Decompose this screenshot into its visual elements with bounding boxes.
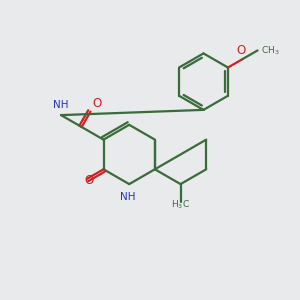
Text: CH$_3$: CH$_3$ (261, 44, 280, 57)
Text: NH: NH (53, 100, 69, 110)
Text: O: O (92, 97, 101, 110)
Text: O: O (85, 174, 94, 187)
Text: H$_3$C: H$_3$C (171, 198, 190, 211)
Text: O: O (236, 44, 245, 57)
Text: NH: NH (120, 191, 136, 202)
